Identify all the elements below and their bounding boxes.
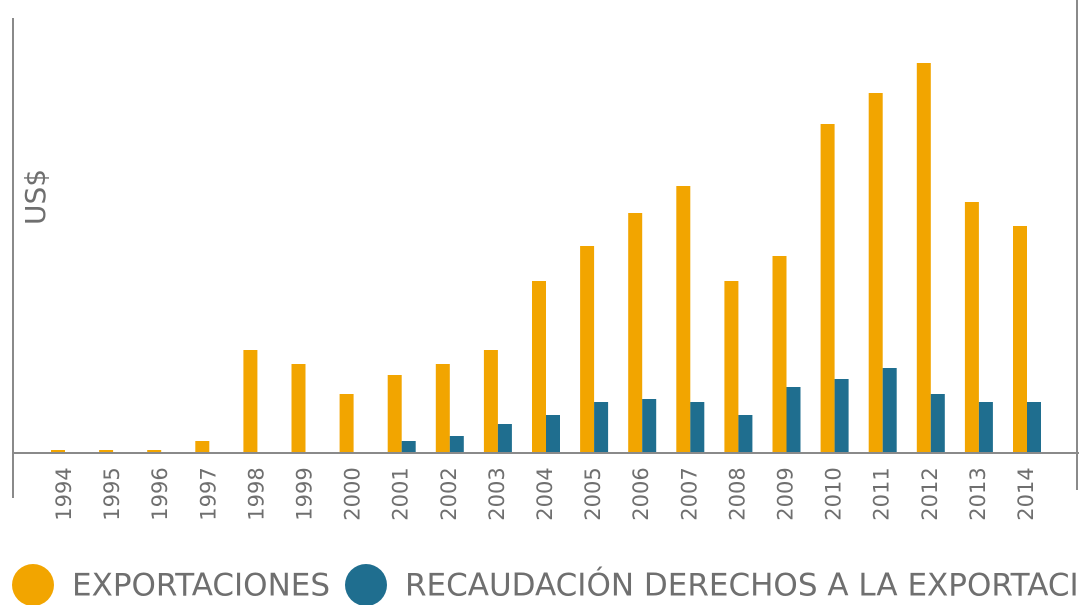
bar <box>387 375 402 453</box>
bar <box>51 450 65 453</box>
x-tick-label: 1994 <box>52 467 76 520</box>
x-tick-label: 2013 <box>966 467 990 520</box>
x-tick-label: 2001 <box>389 467 413 520</box>
legend-swatch <box>345 564 387 605</box>
bar <box>964 202 979 453</box>
bar <box>594 402 609 453</box>
bar <box>642 399 657 453</box>
x-tick-label: 2006 <box>629 467 653 520</box>
legend-label: EXPORTACIONES <box>72 568 330 604</box>
x-tick-label: 1997 <box>196 467 220 520</box>
bar <box>532 281 546 453</box>
bar <box>772 256 787 453</box>
bar <box>435 364 450 453</box>
x-tick-label: 1996 <box>148 467 172 520</box>
x-tick-label: 2009 <box>774 467 798 520</box>
bar <box>882 368 897 453</box>
x-tick-label: 2003 <box>485 467 509 520</box>
x-tick-label: 2012 <box>918 467 942 520</box>
bar <box>738 415 753 453</box>
bar <box>820 124 835 453</box>
bar <box>483 350 498 453</box>
bar <box>243 350 258 453</box>
bar <box>147 450 162 453</box>
x-tick-label: 2008 <box>725 467 749 520</box>
bar <box>786 387 801 453</box>
bar <box>690 402 705 453</box>
bar <box>546 415 560 453</box>
x-tick-label: 2005 <box>581 467 605 520</box>
bar <box>628 213 643 453</box>
x-tick-label: 2014 <box>1014 467 1038 520</box>
x-tick-label: 1995 <box>100 467 124 520</box>
x-tick-label: 2002 <box>437 467 461 520</box>
y-axis-label: US$ <box>19 169 52 225</box>
bar <box>930 394 945 453</box>
bar <box>676 186 691 453</box>
bar <box>195 441 210 453</box>
x-tick-label: 2007 <box>677 467 701 520</box>
bar <box>580 246 595 453</box>
bar <box>1013 226 1027 453</box>
bar <box>291 364 306 453</box>
legend-label: RECAUDACIÓN DERECHOS A LA EXPORTACIÓN <box>405 567 1079 604</box>
bar <box>401 441 416 453</box>
bar <box>339 394 354 453</box>
bar <box>978 402 993 453</box>
x-tick-label: 2011 <box>870 467 894 520</box>
bar <box>497 424 512 453</box>
x-tick-label: 2010 <box>822 467 846 520</box>
bar <box>916 63 931 453</box>
bar <box>1027 402 1041 453</box>
x-tick-label: 2000 <box>341 467 365 520</box>
bar <box>724 281 739 453</box>
x-tick-label: 1999 <box>293 467 317 520</box>
x-tick-label: 1998 <box>244 467 268 520</box>
bar <box>449 436 464 453</box>
bar <box>99 450 114 453</box>
bar <box>868 93 883 453</box>
legend-swatch <box>12 564 54 605</box>
bar <box>834 379 849 453</box>
x-tick-label: 2004 <box>533 467 557 520</box>
